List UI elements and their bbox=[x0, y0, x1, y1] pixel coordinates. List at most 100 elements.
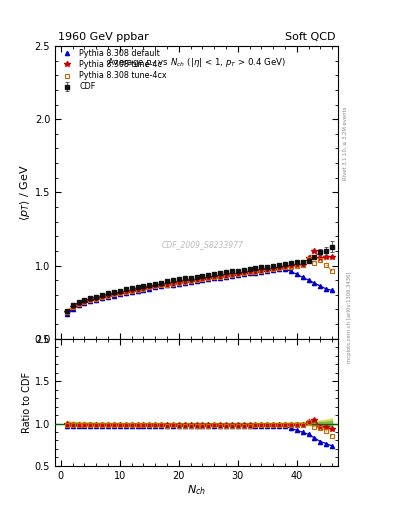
Pythia 8.308 default bbox=[230, 273, 234, 279]
Pythia 8.308 tune-4cx bbox=[88, 297, 93, 303]
Pythia 8.308 tune-4c bbox=[153, 283, 158, 289]
Pythia 8.308 tune-4c bbox=[253, 268, 258, 274]
Pythia 8.308 tune-4cx bbox=[70, 304, 75, 310]
Pythia 8.308 default bbox=[288, 268, 293, 274]
Pythia 8.308 tune-4cx bbox=[171, 281, 175, 287]
Pythia 8.308 tune-4cx bbox=[253, 268, 258, 274]
Text: CDF_2009_S8233977: CDF_2009_S8233977 bbox=[161, 241, 243, 249]
Pythia 8.308 tune-4cx bbox=[200, 276, 205, 282]
Pythia 8.308 tune-4c bbox=[64, 309, 69, 315]
Pythia 8.308 default bbox=[129, 289, 134, 295]
Pythia 8.308 default bbox=[112, 292, 116, 298]
Pythia 8.308 default bbox=[153, 285, 158, 291]
Pythia 8.308 tune-4cx bbox=[259, 268, 264, 274]
Text: 1960 GeV ppbar: 1960 GeV ppbar bbox=[58, 32, 149, 41]
Pythia 8.308 tune-4c bbox=[129, 288, 134, 294]
Pythia 8.308 tune-4c bbox=[165, 281, 169, 287]
Pythia 8.308 tune-4cx bbox=[76, 301, 81, 307]
Pythia 8.308 default bbox=[94, 297, 99, 303]
Pythia 8.308 default bbox=[100, 295, 105, 302]
Pythia 8.308 tune-4cx bbox=[224, 272, 228, 279]
Pythia 8.308 tune-4cx bbox=[141, 286, 146, 292]
Pythia 8.308 tune-4c bbox=[106, 292, 110, 298]
Pythia 8.308 tune-4cx bbox=[176, 280, 181, 286]
Pythia 8.308 default bbox=[224, 273, 228, 280]
Pythia 8.308 tune-4cx bbox=[106, 293, 110, 299]
Pythia 8.308 tune-4c bbox=[230, 271, 234, 278]
Pythia 8.308 tune-4cx bbox=[312, 260, 317, 266]
Pythia 8.308 tune-4c bbox=[188, 278, 193, 284]
Pythia 8.308 default bbox=[265, 268, 270, 274]
Pythia 8.308 tune-4c bbox=[271, 266, 275, 272]
Pythia 8.308 tune-4cx bbox=[288, 264, 293, 270]
Pythia 8.308 tune-4c bbox=[82, 298, 87, 305]
Pythia 8.308 default bbox=[318, 283, 323, 289]
Line: Pythia 8.308 default: Pythia 8.308 default bbox=[65, 267, 334, 315]
Pythia 8.308 default bbox=[247, 270, 252, 276]
Pythia 8.308 tune-4cx bbox=[230, 272, 234, 278]
Pythia 8.308 tune-4cx bbox=[283, 264, 287, 270]
Pythia 8.308 default bbox=[82, 300, 87, 306]
Pythia 8.308 tune-4cx bbox=[123, 289, 128, 295]
Pythia 8.308 tune-4cx bbox=[218, 273, 222, 280]
Pythia 8.308 default bbox=[283, 266, 287, 272]
Text: mcplots.cern.ch [arXiv:1306.3436]: mcplots.cern.ch [arXiv:1306.3436] bbox=[347, 272, 352, 363]
Pythia 8.308 default bbox=[241, 271, 246, 277]
Pythia 8.308 tune-4c bbox=[100, 294, 105, 300]
Pythia 8.308 default bbox=[306, 277, 311, 283]
Pythia 8.308 tune-4cx bbox=[294, 263, 299, 269]
Pythia 8.308 default bbox=[182, 280, 187, 286]
Pythia 8.308 default bbox=[300, 274, 305, 280]
Pythia 8.308 tune-4c bbox=[94, 295, 99, 302]
Pythia 8.308 tune-4c bbox=[147, 284, 152, 290]
Pythia 8.308 default bbox=[259, 269, 264, 275]
Pythia 8.308 tune-4cx bbox=[330, 268, 334, 274]
Text: Rivet 3.1.10, ≥ 3.2M events: Rivet 3.1.10, ≥ 3.2M events bbox=[343, 106, 348, 180]
Pythia 8.308 tune-4cx bbox=[100, 294, 105, 300]
Pythia 8.308 tune-4cx bbox=[153, 283, 158, 289]
Pythia 8.308 tune-4c bbox=[112, 291, 116, 297]
Pythia 8.308 tune-4cx bbox=[206, 275, 211, 281]
Pythia 8.308 default bbox=[235, 272, 240, 278]
Pythia 8.308 tune-4c bbox=[141, 285, 146, 291]
Pythia 8.308 tune-4c bbox=[318, 255, 323, 261]
Pythia 8.308 tune-4c bbox=[176, 279, 181, 285]
Text: Soft QCD: Soft QCD bbox=[285, 32, 335, 41]
Pythia 8.308 tune-4c bbox=[312, 248, 317, 254]
Pythia 8.308 default bbox=[171, 282, 175, 288]
Pythia 8.308 tune-4cx bbox=[182, 279, 187, 285]
Pythia 8.308 default bbox=[218, 274, 222, 281]
Pythia 8.308 tune-4c bbox=[76, 301, 81, 307]
Pythia 8.308 default bbox=[147, 286, 152, 292]
Pythia 8.308 default bbox=[294, 271, 299, 278]
Pythia 8.308 tune-4c bbox=[300, 262, 305, 268]
Pythia 8.308 tune-4c bbox=[218, 273, 222, 279]
Pythia 8.308 default bbox=[88, 298, 93, 305]
Pythia 8.308 tune-4c bbox=[330, 253, 334, 260]
Pythia 8.308 tune-4c bbox=[200, 275, 205, 282]
Pythia 8.308 tune-4c bbox=[294, 262, 299, 268]
Pythia 8.308 tune-4cx bbox=[300, 262, 305, 268]
Pythia 8.308 tune-4c bbox=[265, 266, 270, 272]
Pythia 8.308 tune-4cx bbox=[82, 299, 87, 305]
Pythia 8.308 default bbox=[330, 287, 334, 293]
Pythia 8.308 default bbox=[141, 287, 146, 293]
Pythia 8.308 default bbox=[118, 291, 122, 297]
Pythia 8.308 default bbox=[76, 303, 81, 309]
Pythia 8.308 tune-4c bbox=[283, 264, 287, 270]
Pythia 8.308 default bbox=[176, 281, 181, 287]
Pythia 8.308 default bbox=[253, 269, 258, 275]
Pythia 8.308 tune-4c bbox=[235, 270, 240, 276]
Pythia 8.308 tune-4cx bbox=[212, 274, 217, 280]
Y-axis label: $\langle p_T \rangle$ / GeV: $\langle p_T \rangle$ / GeV bbox=[18, 164, 32, 221]
Pythia 8.308 tune-4cx bbox=[112, 291, 116, 297]
Pythia 8.308 default bbox=[70, 306, 75, 312]
Pythia 8.308 default bbox=[312, 280, 317, 286]
Pythia 8.308 tune-4cx bbox=[64, 309, 69, 315]
Pythia 8.308 tune-4c bbox=[306, 255, 311, 261]
Pythia 8.308 tune-4cx bbox=[271, 266, 275, 272]
Pythia 8.308 default bbox=[159, 283, 163, 289]
Pythia 8.308 tune-4cx bbox=[118, 290, 122, 296]
Pythia 8.308 tune-4c bbox=[224, 272, 228, 279]
Pythia 8.308 tune-4cx bbox=[147, 285, 152, 291]
